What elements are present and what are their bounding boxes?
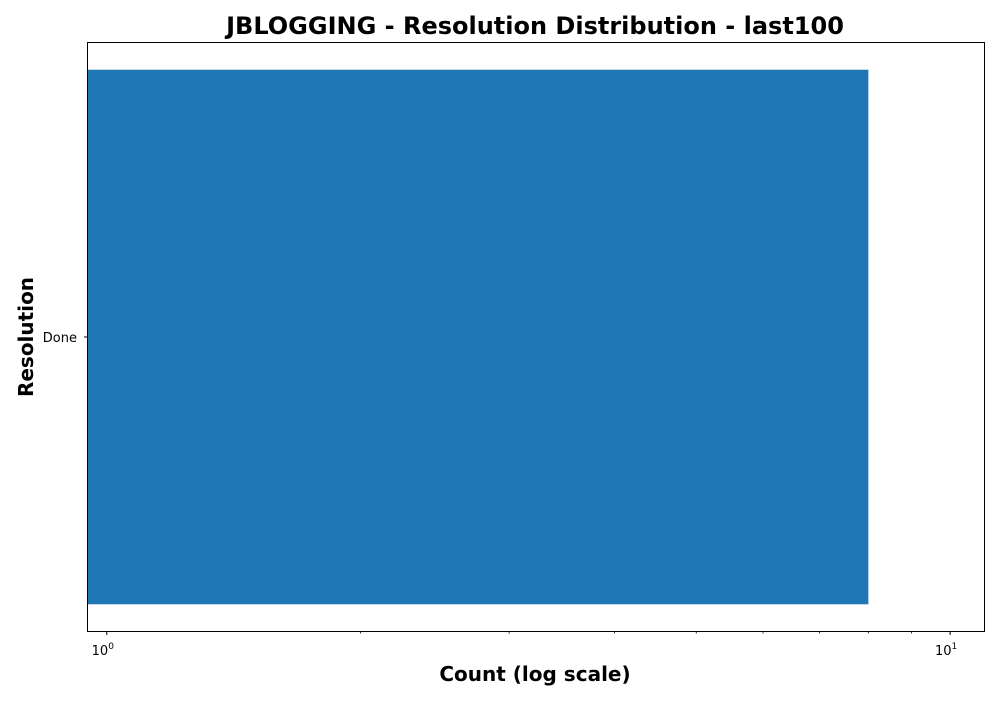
x-tick-label: 100 [92, 642, 115, 659]
x-axis: 100 101 [92, 631, 957, 659]
y-axis: Done [43, 331, 88, 346]
bar-done [88, 69, 869, 605]
y-axis-label: Resolution [14, 277, 38, 397]
y-tick-label: Done [43, 331, 77, 346]
x-axis-label: Count (log scale) [439, 662, 630, 686]
chart-title: JBLOGGING - Resolution Distribution - la… [224, 12, 844, 40]
x-tick-label: 101 [935, 642, 957, 659]
plot-area [88, 69, 869, 605]
